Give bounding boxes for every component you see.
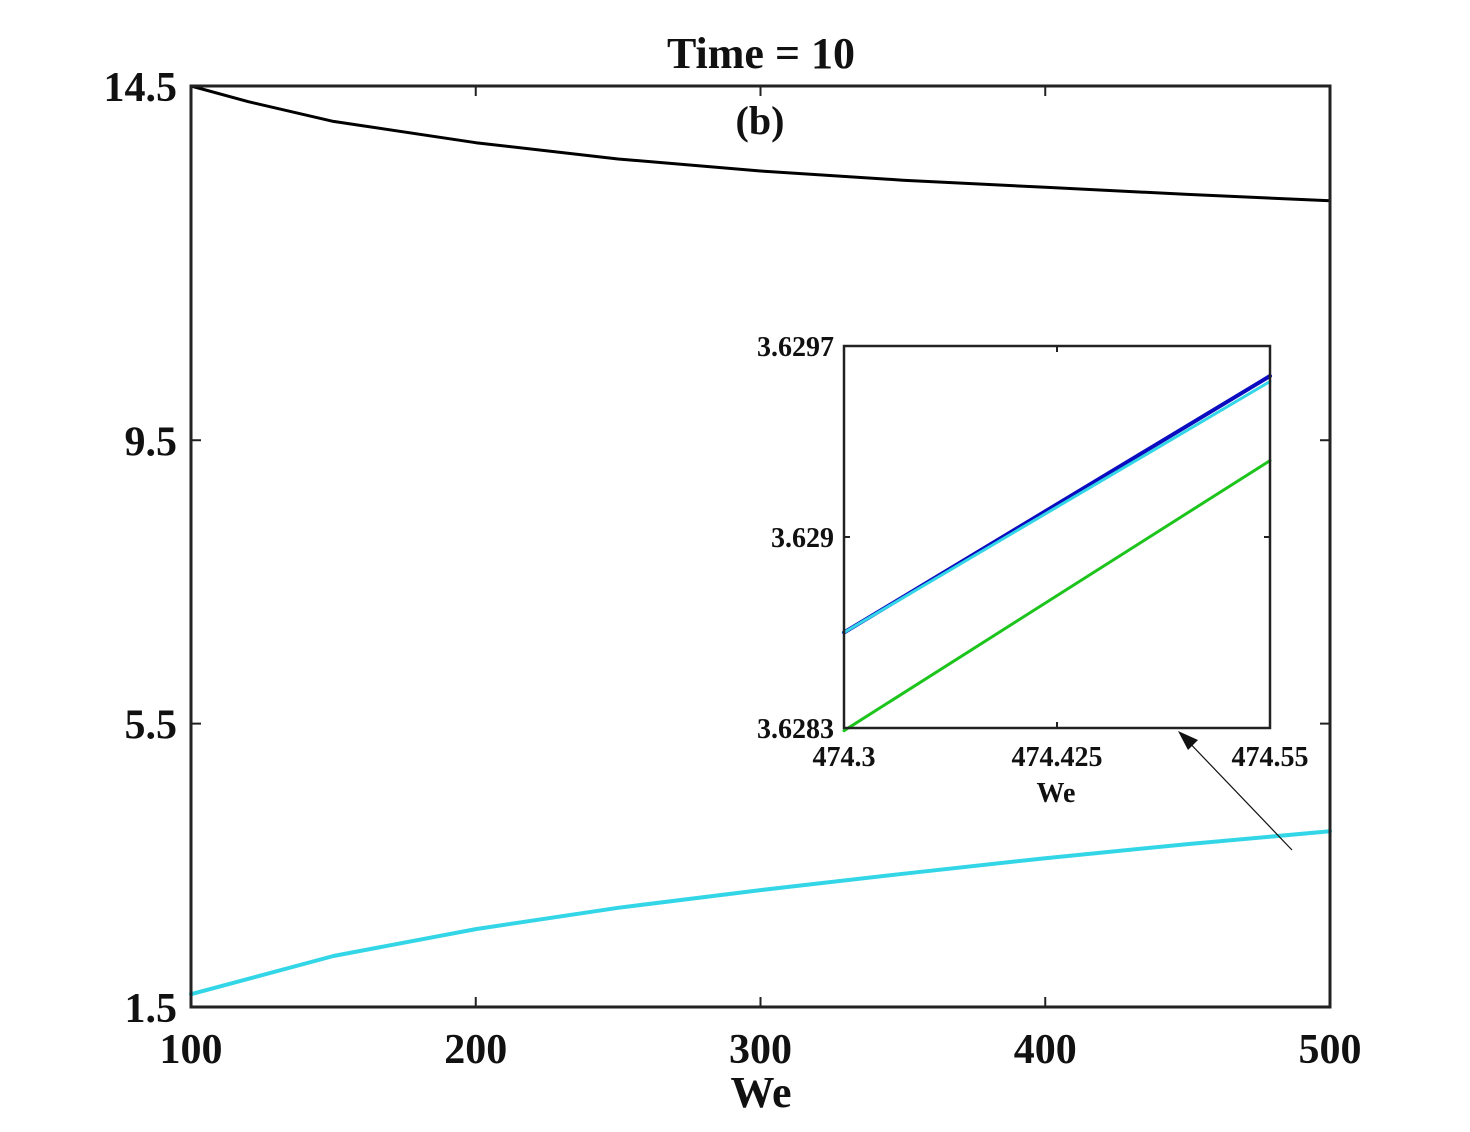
x-tick-label-3: 300: [729, 1027, 792, 1073]
inset-x-tick-label-1: 474.3: [813, 742, 876, 773]
inset-series-group: [842, 374, 1272, 733]
series-line-4: [189, 829, 1332, 997]
x-axis-label: We: [730, 1068, 791, 1117]
series-line-2: [189, 829, 1332, 996]
inset-axes: 474.3 474.425 474.55 3.6283 3.629 3.6297: [757, 332, 1309, 773]
series-line-1: [189, 84, 1332, 203]
x-tick-label-2: 200: [444, 1027, 507, 1073]
y-tick-label-2: 5.5: [125, 703, 178, 749]
panel-label: (b): [736, 98, 785, 143]
main-axes: 100 200 300 400 500 1.5 5.5 9.5 14.5: [104, 65, 1362, 1073]
inset-y-tick-label-3: 3.6297: [757, 332, 834, 363]
main-plot: Time = 10 (b) 100 200 300 400 500 1.5 5.5 9.5 14…: [104, 29, 1362, 1117]
y-tick-label-1: 1.5: [125, 986, 178, 1032]
x-tick-label-5: 500: [1299, 1027, 1362, 1073]
inset-y-tick-label-2: 3.629: [771, 523, 834, 554]
inset-x-tick-label-2: 474.425: [1012, 742, 1103, 773]
inset-x-axis-label: We: [1037, 778, 1076, 809]
inset-series-line-2: [842, 380, 1272, 634]
x-tick-label-1: 100: [160, 1027, 223, 1073]
main-series-group: [189, 84, 1332, 997]
inset-pointer-arrow: [1178, 731, 1293, 851]
pointer-line: [1181, 734, 1293, 851]
inset-background: [844, 346, 1270, 728]
chart-title: Time = 10: [667, 29, 855, 78]
inset-y-tick-label-1: 3.6283: [757, 714, 834, 745]
inset-plot: 474.3 474.425 474.55 3.6283 3.629 3.6297 We: [757, 332, 1309, 809]
y-tick-label-3: 9.5: [125, 419, 178, 465]
x-tick-label-4: 400: [1014, 1027, 1077, 1073]
pointer-arrowhead: [1178, 731, 1198, 750]
series-line-3: [189, 829, 1332, 996]
inset-series-line-3: [842, 459, 1272, 733]
inset-x-tick-label-3: 474.55: [1232, 742, 1309, 773]
y-tick-label-4: 14.5: [104, 65, 178, 111]
